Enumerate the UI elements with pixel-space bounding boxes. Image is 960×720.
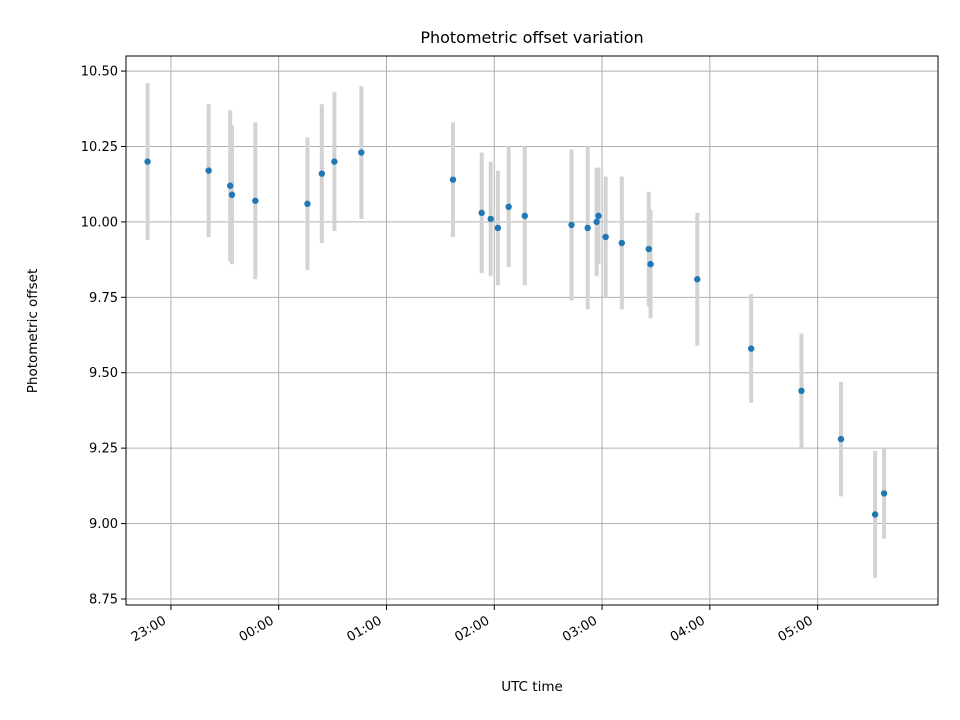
data-point [871, 511, 879, 518]
data-point [798, 387, 805, 395]
data-point [487, 215, 494, 223]
y-axis-label: Photometric offset [25, 269, 41, 393]
data-point [358, 149, 365, 156]
data-point [331, 158, 338, 165]
x-axis-label: UTC time [501, 679, 563, 695]
y-tick-label: 9.00 [89, 517, 118, 532]
data-point [837, 435, 845, 443]
data-point [318, 170, 326, 177]
data-points [144, 149, 888, 518]
data-point [593, 218, 600, 226]
data-point [449, 176, 457, 183]
data-point [595, 212, 602, 220]
y-tick-label: 10.50 [81, 65, 118, 80]
data-point [304, 200, 311, 208]
y-tick-label: 8.75 [89, 592, 118, 607]
data-point [252, 197, 259, 204]
data-point [694, 276, 701, 283]
y-tick-label: 10.25 [81, 140, 118, 155]
plot-frame [125, 55, 939, 606]
data-point [494, 224, 502, 232]
y-axis: 8.75 9.00 9.25 9.50 9.75 10.00 10.25 10.50 [81, 65, 126, 607]
data-point [521, 212, 529, 220]
data-point [226, 182, 234, 189]
data-point [228, 191, 236, 198]
data-point [584, 224, 591, 232]
data-point [747, 345, 755, 352]
chart-title: Photometric offset variation [420, 28, 643, 47]
data-point [645, 245, 652, 253]
y-tick-label: 9.75 [89, 291, 118, 306]
data-point [602, 233, 609, 241]
data-point [205, 167, 212, 174]
y-tick-label: 9.50 [89, 366, 118, 381]
data-point [505, 203, 512, 211]
data-point [568, 221, 575, 229]
data-point [647, 260, 654, 268]
data-point [478, 209, 485, 217]
data-point [618, 239, 626, 247]
data-point [880, 490, 888, 497]
data-point [144, 158, 151, 165]
y-tick-label: 9.25 [89, 442, 118, 457]
grid [126, 56, 938, 605]
y-tick-label: 10.00 [81, 215, 118, 230]
